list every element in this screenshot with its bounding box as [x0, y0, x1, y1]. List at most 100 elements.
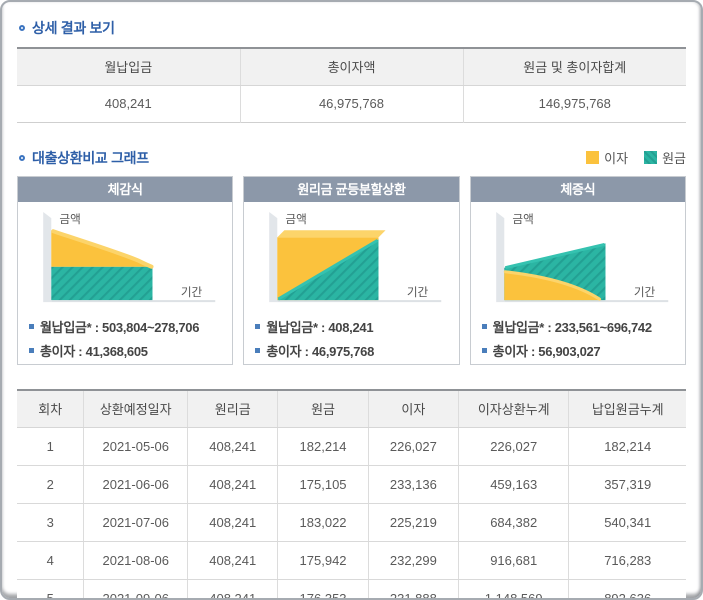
- card-body: 금액 기간 월납입금* : 408,241 총이자 : 46,975,768: [244, 202, 458, 364]
- interest-swatch-icon: [586, 151, 600, 164]
- schedule-cell: 232,299: [367, 541, 459, 580]
- summary-value-row: 408,241 46,975,768 146,975,768: [17, 85, 686, 122]
- repayment-chart-equal: 금액 기간: [269, 211, 442, 302]
- card-title: 체감식: [18, 176, 233, 202]
- bullet-square-icon: [481, 347, 487, 353]
- x-axis-label: 기간: [181, 286, 203, 299]
- monthly-payment-line: 월납입금* : 503,804~278,706: [29, 317, 221, 336]
- bullet-square-icon: [29, 323, 34, 329]
- summary-header-row: 월납입금 총이자액 원금 및 총이자합계: [17, 48, 686, 86]
- section-title-repayment-graph: 대출상환비교 그래프: [19, 148, 149, 168]
- bullet-square-icon: [255, 323, 261, 329]
- summary-value-cell: 46,975,768: [239, 85, 463, 122]
- bullet-square-icon: [481, 323, 487, 329]
- y-axis-label: 금액: [59, 213, 80, 226]
- schedule-row: 4 2021-08-06 408,241 175,942 232,299 916…: [17, 541, 686, 580]
- schedule-cell: 183,022: [277, 503, 369, 542]
- bullet-icon: [19, 154, 25, 161]
- legend-item-interest: 이자: [586, 148, 628, 167]
- repayment-card-decreasing: 체감식 금액 기간 월납입금* : 503,804~278,706: [17, 175, 234, 365]
- schedule-header-row: 회차 상환예정일자 원리금 원금 이자 이자상환누계 납입원금누계: [17, 389, 686, 428]
- total-interest-line: 총이자 : 41,368,605: [29, 341, 221, 360]
- schedule-cell: 182,214: [277, 427, 369, 466]
- schedule-row: 3 2021-07-06 408,241 183,022 225,219 684…: [17, 503, 686, 542]
- schedule-header-cell: 이자상환누계: [458, 389, 569, 428]
- schedule-header-cell: 원리금: [187, 389, 278, 428]
- card-body: 금액 기간 월납입금* : 503,804~278,706 총이자 : 41,3…: [18, 202, 232, 364]
- summary-header-cell: 원금 및 총이자합계: [462, 48, 686, 86]
- schedule-row: 5 2021-09-06 408,241 176,353 231,888 1,1…: [17, 579, 686, 598]
- repayment-chart-increasing: 금액 기간: [495, 211, 668, 302]
- repayment-chart-decreasing: 금액 기간: [43, 211, 216, 302]
- schedule-cell: 408,241: [187, 503, 278, 542]
- schedule-header-cell: 원금: [277, 389, 369, 428]
- x-axis-label: 기간: [407, 286, 429, 299]
- summary-value-cell: 146,975,768: [462, 85, 686, 122]
- schedule-cell: 233,136: [367, 465, 459, 504]
- schedule-cell: 2021-06-06: [83, 465, 188, 504]
- total-interest-line: 총이자 : 46,975,768: [255, 341, 447, 360]
- schedule-cell: 175,105: [277, 465, 369, 504]
- repayment-card-increasing: 체증식 금액 기간 월납입금* : 233,561~696,742: [469, 175, 686, 365]
- section-title-detail-results: 상세 결과 보기: [19, 18, 686, 38]
- section-title-text: 대출상환비교 그래프: [32, 149, 149, 166]
- schedule-cell: 408,241: [187, 541, 278, 580]
- card-body: 금액 기간 월납입금* : 233,561~696,742 총이자 : 56,9…: [471, 202, 685, 364]
- legend: 이자 원금: [586, 148, 686, 167]
- bullet-square-icon: [29, 347, 34, 353]
- total-interest-line: 총이자 : 56,903,027: [481, 341, 674, 360]
- bullet-icon: [19, 25, 25, 31]
- schedule-header-cell: 이자: [367, 389, 459, 428]
- repayment-cards: 체감식 금액 기간 월납입금* : 503,804~278,706: [17, 175, 686, 365]
- graph-section-header: 대출상환비교 그래프 이자 원금: [19, 148, 686, 168]
- schedule-row: 1 2021-05-06 408,241 182,214 226,027 226…: [17, 427, 686, 466]
- schedule-cell: 2021-07-06: [83, 503, 188, 542]
- schedule-cell: 5: [17, 579, 84, 598]
- schedule-cell: 226,027: [367, 427, 459, 466]
- y-axis-label: 금액: [512, 213, 533, 226]
- schedule-cell: 540,341: [568, 503, 686, 542]
- schedule-cell: 4: [17, 541, 84, 580]
- bullet-square-icon: [255, 347, 261, 353]
- summary-table: 월납입금 총이자액 원금 및 총이자합계 408,241 46,975,768 …: [17, 47, 686, 123]
- legend-item-principal: 원금: [644, 148, 686, 167]
- principal-swatch-icon: [644, 151, 658, 164]
- section-title-text: 상세 결과 보기: [32, 20, 115, 36]
- monthly-payment-line: 월납입금* : 233,561~696,742: [481, 317, 674, 336]
- schedule-cell: 175,942: [277, 541, 369, 580]
- schedule-table: 회차 상환예정일자 원리금 원금 이자 이자상환누계 납입원금누계 1 2021…: [17, 388, 686, 598]
- schedule-cell: 892,636: [568, 579, 686, 598]
- schedule-cell: 225,219: [367, 503, 459, 542]
- monthly-payment-line: 월납입금* : 408,241: [255, 317, 447, 336]
- card-title: 원리금 균등분할상환: [244, 176, 459, 202]
- legend-label: 이자: [604, 151, 629, 166]
- card-title: 체증식: [470, 176, 685, 202]
- schedule-cell: 231,888: [367, 579, 459, 598]
- schedule-cell: 2021-08-06: [83, 541, 188, 580]
- schedule-header-cell: 납입원금누계: [568, 389, 686, 428]
- schedule-cell: 1,148,569: [458, 579, 569, 598]
- schedule-cell: 408,241: [187, 465, 278, 504]
- repayment-card-equal: 원리금 균등분할상환 금액 기간 월납입금* : 408,241: [243, 175, 460, 365]
- summary-header-cell: 총이자액: [239, 48, 463, 86]
- schedule-cell: 3: [17, 503, 84, 542]
- schedule-cell: 716,283: [568, 541, 686, 580]
- x-axis-label: 기간: [633, 286, 655, 299]
- schedule-cell: 226,027: [458, 427, 569, 466]
- schedule-cell: 357,319: [568, 465, 686, 504]
- legend-label: 원금: [662, 151, 686, 166]
- schedule-header-cell: 상환예정일자: [83, 389, 188, 428]
- schedule-cell: 176,353: [277, 579, 369, 598]
- schedule-cell: 2021-05-06: [83, 427, 188, 466]
- schedule-cell: 459,163: [458, 465, 569, 504]
- summary-value-cell: 408,241: [17, 85, 240, 122]
- schedule-cell: 408,241: [187, 579, 278, 598]
- schedule-header-cell: 회차: [17, 389, 84, 428]
- schedule-cell: 2: [17, 465, 84, 504]
- schedule-cell: 2021-09-06: [83, 579, 188, 598]
- schedule-cell: 916,681: [458, 541, 569, 580]
- schedule-cell: 684,382: [458, 503, 569, 542]
- schedule-cell: 1: [17, 427, 84, 466]
- schedule-row: 2 2021-06-06 408,241 175,105 233,136 459…: [17, 465, 686, 504]
